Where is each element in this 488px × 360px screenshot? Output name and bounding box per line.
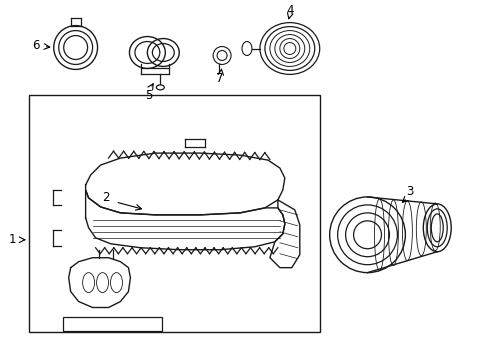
Text: 6: 6 [32,39,40,52]
Text: 3: 3 [405,185,412,198]
Text: 1: 1 [9,233,17,246]
Text: 4: 4 [285,4,293,17]
Text: 5: 5 [144,89,152,102]
Text: 2: 2 [102,192,109,204]
Text: 7: 7 [216,72,224,85]
Bar [62,318,162,332]
Bar [29,95,319,332]
